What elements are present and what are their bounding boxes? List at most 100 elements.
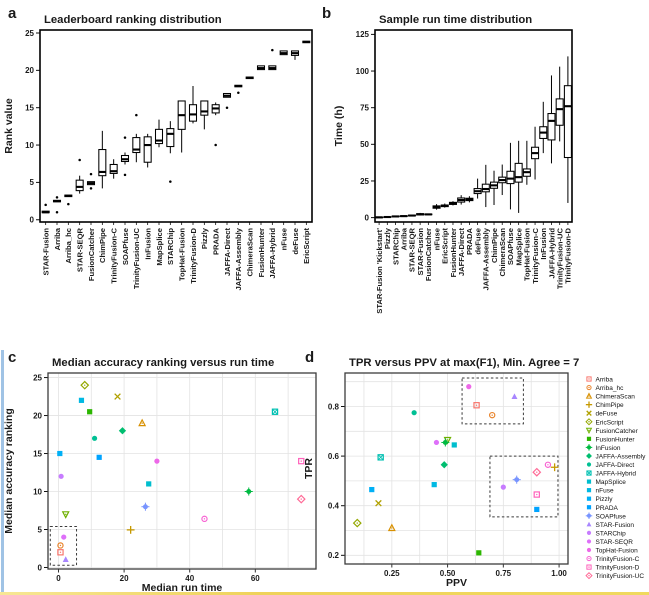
legend-label: MapSplice <box>596 479 627 486</box>
legend-label: TrinityFusion-D <box>596 565 640 572</box>
data-point-JAFFA-Assembly <box>440 461 448 469</box>
tick-label: 100 <box>356 67 370 76</box>
data-point-nFuse <box>78 397 85 403</box>
data-point-InFusion <box>441 438 450 447</box>
data-point-EricScript <box>352 518 362 528</box>
outlier-dot <box>55 196 59 199</box>
outlier-dot <box>89 172 93 176</box>
legend-marker-TrinityFusion-D <box>586 564 592 570</box>
y-axis-title: Median accuracy ranking <box>3 408 15 533</box>
x-axis-title: Median run time <box>142 582 223 594</box>
legend-label: Pizzly <box>596 496 614 503</box>
category-label: STARChip <box>166 228 175 265</box>
legend-marker-Arriba <box>586 376 592 382</box>
tick-label: 0.8 <box>328 402 340 411</box>
panel-title: TPR versus PPV at max(F1), Min. Agree = … <box>349 357 579 369</box>
data-point-TopHat-Fusion <box>466 384 472 390</box>
category-label: EricScript <box>441 228 450 264</box>
legend-marker-FusionCatcher <box>585 427 593 435</box>
y-axis-title: TPR <box>303 458 315 479</box>
data-point-STAR-Fusion <box>62 556 69 562</box>
box <box>143 136 152 163</box>
legend-marker-deFuse <box>586 410 592 416</box>
panel-b-boxplot: b Sample run time distribution Time (h) 0 25… <box>322 5 573 314</box>
bottom-highlight-strip <box>0 592 649 595</box>
legend-marker-STAR-Fusion <box>586 521 592 527</box>
tick-label: 20 <box>120 574 129 583</box>
outlier-dot <box>225 106 229 109</box>
tick-label: 0 <box>30 216 35 225</box>
tick-label: 40 <box>185 574 194 583</box>
category-label: ChimPipe <box>98 228 107 263</box>
data-point-deFuse <box>375 499 382 507</box>
legend-marker-MapSplice <box>586 479 592 484</box>
category-label: TrinityFusion-UC <box>132 227 141 289</box>
tick-label: 20 <box>25 66 34 75</box>
legend-label: FusionCatcher <box>596 428 639 435</box>
category-label: TrinityFusion-C <box>109 227 118 283</box>
legend-marker-nFuse <box>586 488 592 493</box>
legend-label: JAFFA-Hybrid <box>596 471 637 478</box>
category-label: TopHat-Fusion <box>523 228 532 281</box>
outlier-dot <box>135 113 138 117</box>
box <box>132 137 141 154</box>
tick-label: 0 <box>365 213 370 222</box>
category-label: JAFFA-Assembly <box>234 227 243 290</box>
panel-title: Sample run time distribution <box>379 14 532 26</box>
legend-label: TrinityFusion-UC <box>596 573 645 580</box>
data-point-SOAPfuse <box>141 502 150 511</box>
tick-label: 25 <box>25 29 34 38</box>
data-point-ChimPipe <box>550 463 559 472</box>
tick-label: 0.50 <box>440 569 456 578</box>
outlier-dot <box>78 158 81 162</box>
category-label: TrinityFusion-C <box>531 227 540 283</box>
data-point-TrinityFusion-UC <box>532 467 542 477</box>
tick-label: 0.75 <box>496 569 512 578</box>
category-label: PRADA <box>465 227 474 255</box>
category-label: SOAPfuse <box>121 228 130 265</box>
left-edge-highlight-strip <box>1 350 4 592</box>
data-point-JAFFA-Hybrid <box>377 454 384 461</box>
panel-title: Median accuracy ranking versus run time <box>52 357 274 369</box>
category-label: FusionCatcher <box>87 228 96 281</box>
data-point-STAR-Fusion <box>511 393 518 400</box>
tick-label: 5 <box>38 525 43 534</box>
outlier-dot <box>55 211 59 214</box>
outlier-dot <box>237 91 240 95</box>
data-point-TrinityFusion-C <box>544 461 552 468</box>
legend-label: Arriba_hc <box>596 385 625 392</box>
category-label: TrinityFusion-D <box>564 227 573 283</box>
legend-marker-PRADA <box>586 505 592 510</box>
category-label: EricScript <box>302 228 311 264</box>
legend-label: SOAPfuse <box>596 513 627 520</box>
outlier-dot <box>89 187 93 190</box>
category-label: JAFFA-Hybrid <box>268 228 277 279</box>
box <box>154 128 164 145</box>
plot-area <box>375 30 572 222</box>
legend-marker-Pizzly <box>586 496 592 501</box>
category-label: STARChip <box>391 228 400 265</box>
data-point-FusionHunter <box>476 550 482 556</box>
category-label: MapSplice <box>155 228 164 266</box>
tick-label: 125 <box>356 30 370 39</box>
data-point-TrinityFusion-C <box>201 515 208 523</box>
tick-label: 0.2 <box>328 551 340 560</box>
legend-label: deFuse <box>596 411 618 418</box>
legend-marker-InFusion <box>585 444 593 451</box>
data-point-ChimeraScan <box>387 523 396 532</box>
panel-d-scatter: d TPR versus PPV at max(F1), Min. Agree =… <box>303 349 647 589</box>
plot-frame <box>39 29 313 223</box>
tick-label: 10 <box>33 487 42 496</box>
legend-marker-FusionHunter <box>586 436 592 441</box>
data-point-EricScript <box>80 380 90 390</box>
outlier-dot <box>123 173 127 177</box>
data-point-SOAPfuse <box>512 475 521 484</box>
tick-label: 0.25 <box>384 569 400 578</box>
box <box>555 98 564 126</box>
category-label: nFuse <box>432 228 441 250</box>
category-label: JAFFA-Hybrid <box>547 228 556 279</box>
data-point-Arriba <box>473 402 480 409</box>
legend-label: JAFFA-Assembly <box>596 453 647 460</box>
panel-letter: d <box>305 349 314 366</box>
